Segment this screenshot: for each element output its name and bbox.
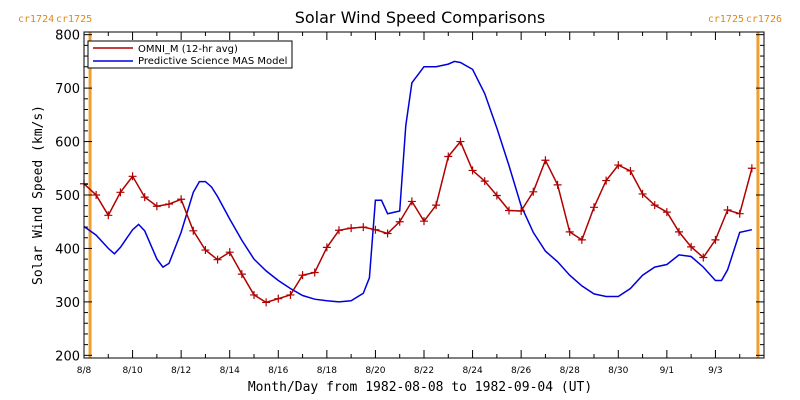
x-tick-label: 8/10 [122,366,142,376]
x-tick-label: 8/14 [220,366,240,376]
y-tick-label: 300 [55,296,80,311]
omni-data-point [541,156,550,165]
x-tick-label: 8/30 [608,366,628,376]
omni-data-point [456,137,465,146]
x-tick-label: 8/18 [317,366,337,376]
cr-label-right-b: cr1726 [746,14,782,25]
x-tick-label: 8/28 [560,366,580,376]
legend: OMNI_M (12-hr avg) Predictive Science MA… [87,40,293,69]
chart-title: Solar Wind Speed Comparisons [295,8,546,27]
omni-data-point [177,195,186,204]
legend-label-omni: OMNI_M (12-hr avg) [138,44,238,55]
omni-data-point [444,152,453,161]
omni-data-point [662,208,671,217]
omni-data-point [492,191,501,200]
omni-data-point [577,235,586,244]
omni-data-point [92,191,101,199]
omni-data-point [225,248,234,257]
omni-data-point [347,224,356,233]
omni-data-point [723,205,732,214]
y-tick-label: 400 [55,242,80,257]
x-tick-label: 9/3 [708,366,722,376]
x-tick-label: 8/22 [414,366,434,376]
omni-data-point [286,290,295,299]
omni-data-point [565,227,574,236]
omni-data-point [590,203,598,212]
y-tick-label: 700 [55,82,80,97]
omni-data-point [407,197,416,206]
x-tick-label: 8/26 [511,366,531,376]
omni-data-point [735,209,744,218]
omni-data-point [213,255,222,264]
y-tick-label: 800 [55,29,80,44]
y-tick-label: 600 [55,136,80,151]
x-tick-label: 8/12 [171,366,191,376]
omni-data-point [626,166,635,175]
x-tick-label: 9/1 [660,366,674,376]
omni-data-point [505,206,513,215]
omni-data-point [747,164,756,173]
series-layer [80,60,756,307]
omni-data-point [711,235,720,244]
omni-data-point [687,242,696,251]
omni-data-point [432,201,441,210]
omni-data-point [650,201,659,210]
x-tick-label: 8/20 [365,366,385,376]
omni-data-point [201,246,210,255]
x-axis-label: Month/Day from 1982-08-08 to 1982-09-04 … [248,380,592,395]
omni-data-point [638,189,647,198]
omni-data-point [104,211,113,220]
omni-data-point [128,172,137,181]
omni-data-point [310,268,319,277]
plot-frame [83,31,765,359]
x-axis: 8/8 8/10 8/12 8/14 8/16 8/18 8/20 8/22 8/24 8/26 8… [77,32,741,376]
omni-data-point [298,271,307,280]
omni-data-point [553,180,562,189]
omni-data-point [395,217,404,226]
legend-label-mas: Predictive Science MAS Model [138,56,287,67]
omni-data-point [274,294,283,303]
omni-data-point [614,161,623,170]
omni-data-point [675,227,683,236]
omni-data-point [480,177,489,186]
x-tick-label: 8/16 [268,366,288,376]
cr-label-left-a: cr1724 [18,14,54,25]
omni-data-point [420,217,428,226]
omni-data-point [237,270,246,279]
y-tick-label: 500 [55,189,80,204]
cr-label-right-a: cr1725 [708,14,744,25]
omni-data-point [699,253,708,262]
y-tick-label: 200 [55,349,80,364]
omni-data-point [250,290,258,299]
omni-data-point [116,188,125,197]
omni-series-line [83,140,753,304]
omni-data-point [371,225,380,234]
omni-data-point [322,243,331,252]
y-axis-label: Solar Wind Speed (km/s) [31,105,46,285]
mas-model-series-line [83,60,753,303]
x-tick-label: 8/8 [77,366,92,376]
omni-data-point [152,202,161,211]
omni-data-point [383,229,392,238]
omni-data-point [602,176,611,185]
y-axis: 200 300 400 500 600 700 800 [55,29,764,364]
omni-data-point [189,226,198,235]
x-tick-label: 8/24 [462,366,482,376]
omni-data-point [262,298,271,307]
omni-data-point [468,166,477,175]
omni-data-point [529,187,538,196]
cr-label-left-b: cr1725 [56,14,92,25]
omni-data-point [517,207,526,216]
omni-data-point [359,223,368,232]
carrington-rotation-lines [88,32,760,358]
omni-data-point [165,200,173,209]
omni-data-point [140,193,149,202]
omni-data-point [335,226,343,235]
legend-box [87,40,293,69]
